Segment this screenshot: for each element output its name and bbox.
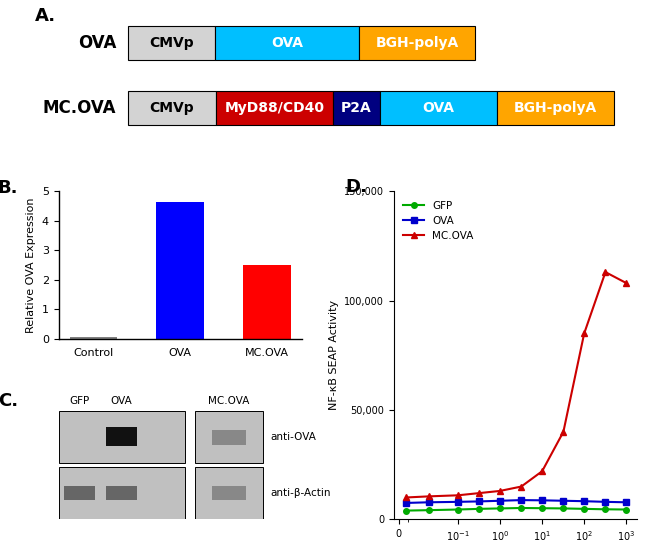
- OVA: [475, 498, 483, 505]
- OVA: [560, 498, 567, 504]
- FancyBboxPatch shape: [128, 91, 216, 125]
- Text: OVA: OVA: [78, 34, 116, 52]
- OVA: [496, 498, 504, 504]
- Text: MyD88/CD40: MyD88/CD40: [224, 101, 324, 115]
- Text: CMVp: CMVp: [150, 101, 194, 115]
- Text: OVA: OVA: [271, 36, 303, 50]
- Line: GFP: GFP: [403, 505, 629, 513]
- OVA: [580, 498, 588, 504]
- OVA: [402, 500, 410, 506]
- GFP: [402, 507, 410, 514]
- Text: MC.OVA: MC.OVA: [208, 396, 250, 406]
- FancyBboxPatch shape: [106, 427, 138, 446]
- GFP: [622, 506, 630, 513]
- Text: A.: A.: [35, 7, 57, 25]
- FancyBboxPatch shape: [106, 486, 138, 500]
- GFP: [538, 505, 546, 511]
- FancyBboxPatch shape: [58, 411, 185, 463]
- OVA: [538, 497, 546, 504]
- Text: B.: B.: [0, 180, 18, 197]
- FancyBboxPatch shape: [64, 486, 96, 500]
- GFP: [560, 505, 567, 512]
- Text: BGH-polyA: BGH-polyA: [514, 101, 597, 115]
- Line: OVA: OVA: [403, 497, 629, 506]
- Bar: [156, 202, 204, 339]
- Bar: [243, 266, 291, 339]
- MC.OVA: [402, 494, 410, 501]
- Y-axis label: Relative OVA Expression: Relative OVA Expression: [26, 197, 36, 333]
- GFP: [580, 506, 588, 512]
- FancyBboxPatch shape: [58, 467, 185, 519]
- MC.OVA: [454, 492, 462, 499]
- FancyBboxPatch shape: [194, 467, 263, 519]
- Text: OVA: OVA: [422, 101, 454, 115]
- Text: D.: D.: [345, 178, 367, 196]
- OVA: [622, 499, 630, 505]
- GFP: [517, 505, 525, 511]
- FancyBboxPatch shape: [359, 27, 475, 60]
- MC.OVA: [424, 493, 432, 500]
- Text: P2A: P2A: [341, 101, 372, 115]
- Text: anti-OVA: anti-OVA: [270, 432, 316, 442]
- OVA: [601, 499, 609, 505]
- GFP: [601, 506, 609, 512]
- FancyBboxPatch shape: [216, 91, 333, 125]
- Legend: GFP, OVA, MC.OVA: GFP, OVA, MC.OVA: [399, 196, 478, 245]
- OVA: [424, 499, 432, 505]
- Text: BGH-polyA: BGH-polyA: [376, 36, 459, 50]
- Text: GFP: GFP: [70, 396, 90, 406]
- FancyBboxPatch shape: [380, 91, 497, 125]
- FancyBboxPatch shape: [194, 411, 263, 463]
- MC.OVA: [496, 487, 504, 494]
- FancyBboxPatch shape: [214, 27, 359, 60]
- MC.OVA: [517, 483, 525, 490]
- Text: MC.OVA: MC.OVA: [43, 99, 116, 117]
- MC.OVA: [538, 468, 546, 474]
- GFP: [424, 507, 432, 513]
- Text: CMVp: CMVp: [149, 36, 194, 50]
- OVA: [454, 499, 462, 505]
- FancyBboxPatch shape: [497, 91, 614, 125]
- Text: OVA: OVA: [111, 396, 133, 406]
- FancyBboxPatch shape: [212, 430, 246, 445]
- MC.OVA: [580, 330, 588, 337]
- FancyBboxPatch shape: [333, 91, 380, 125]
- MC.OVA: [601, 269, 609, 275]
- FancyBboxPatch shape: [212, 486, 246, 500]
- Y-axis label: NF-κB SEAP Activity: NF-κB SEAP Activity: [329, 300, 339, 410]
- Line: MC.OVA: MC.OVA: [403, 269, 629, 500]
- Text: C.: C.: [0, 392, 18, 410]
- OVA: [517, 497, 525, 503]
- FancyBboxPatch shape: [128, 27, 214, 60]
- MC.OVA: [560, 428, 567, 435]
- GFP: [496, 505, 504, 512]
- GFP: [454, 506, 462, 513]
- MC.OVA: [475, 490, 483, 496]
- GFP: [475, 506, 483, 512]
- Bar: [70, 337, 117, 339]
- Text: anti-β-Actin: anti-β-Actin: [270, 489, 330, 498]
- MC.OVA: [622, 280, 630, 286]
